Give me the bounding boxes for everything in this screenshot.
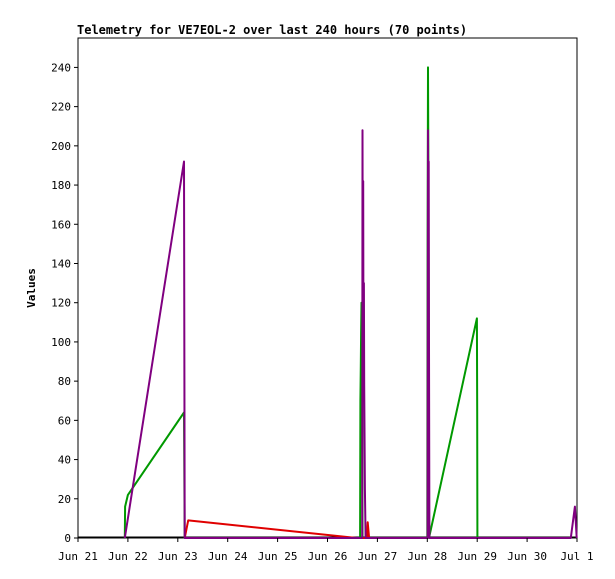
chart-title: Telemetry for VE7EOL-2 over last 240 hou… bbox=[77, 23, 467, 37]
y-tick-label: 240 bbox=[51, 61, 71, 74]
y-tick-label: 220 bbox=[51, 101, 71, 114]
x-tick-label: Jun 26 bbox=[308, 550, 348, 563]
x-tick-label: Jun 29 bbox=[457, 550, 497, 563]
series-layer bbox=[78, 66, 578, 539]
y-tick-label: 40 bbox=[58, 454, 71, 467]
y-tick-label: 60 bbox=[58, 414, 71, 427]
x-tick-label: Jun 21 bbox=[58, 550, 98, 563]
x-tick-label: Jun 28 bbox=[407, 550, 447, 563]
x-tick-label: Jun 23 bbox=[158, 550, 198, 563]
y-tick-label: 100 bbox=[51, 336, 71, 349]
y-tick-label: 80 bbox=[58, 375, 71, 388]
plot-area bbox=[77, 37, 578, 539]
y-tick-label: 120 bbox=[51, 297, 71, 310]
y-tick-label: 0 bbox=[64, 532, 71, 545]
x-tick-label: Jun 22 bbox=[108, 550, 148, 563]
x-tick-label: Jun 25 bbox=[258, 550, 298, 563]
y-tick-label: 20 bbox=[58, 493, 71, 506]
x-tick-label: Jun 24 bbox=[208, 550, 248, 563]
y-axis-ticks: 0 20 40 60 80 100 120 140 160 180 200 220 240 bbox=[51, 61, 78, 545]
x-tick-label: Jul 1 bbox=[560, 550, 593, 563]
x-axis-ticks: Jun 21 Jun 22 Jun 23 Jun 24 Jun 25 Jun 26 Jun … bbox=[58, 538, 594, 563]
y-tick-label: 180 bbox=[51, 179, 71, 192]
x-tick-label: Jun 27 bbox=[358, 550, 398, 563]
series-line-3 bbox=[123, 129, 578, 539]
y-axis-label: Values bbox=[25, 268, 38, 308]
y-tick-label: 140 bbox=[51, 257, 71, 270]
y-tick-label: 160 bbox=[51, 218, 71, 231]
y-tick-label: 200 bbox=[51, 140, 71, 153]
x-tick-label: Jun 30 bbox=[507, 550, 547, 563]
